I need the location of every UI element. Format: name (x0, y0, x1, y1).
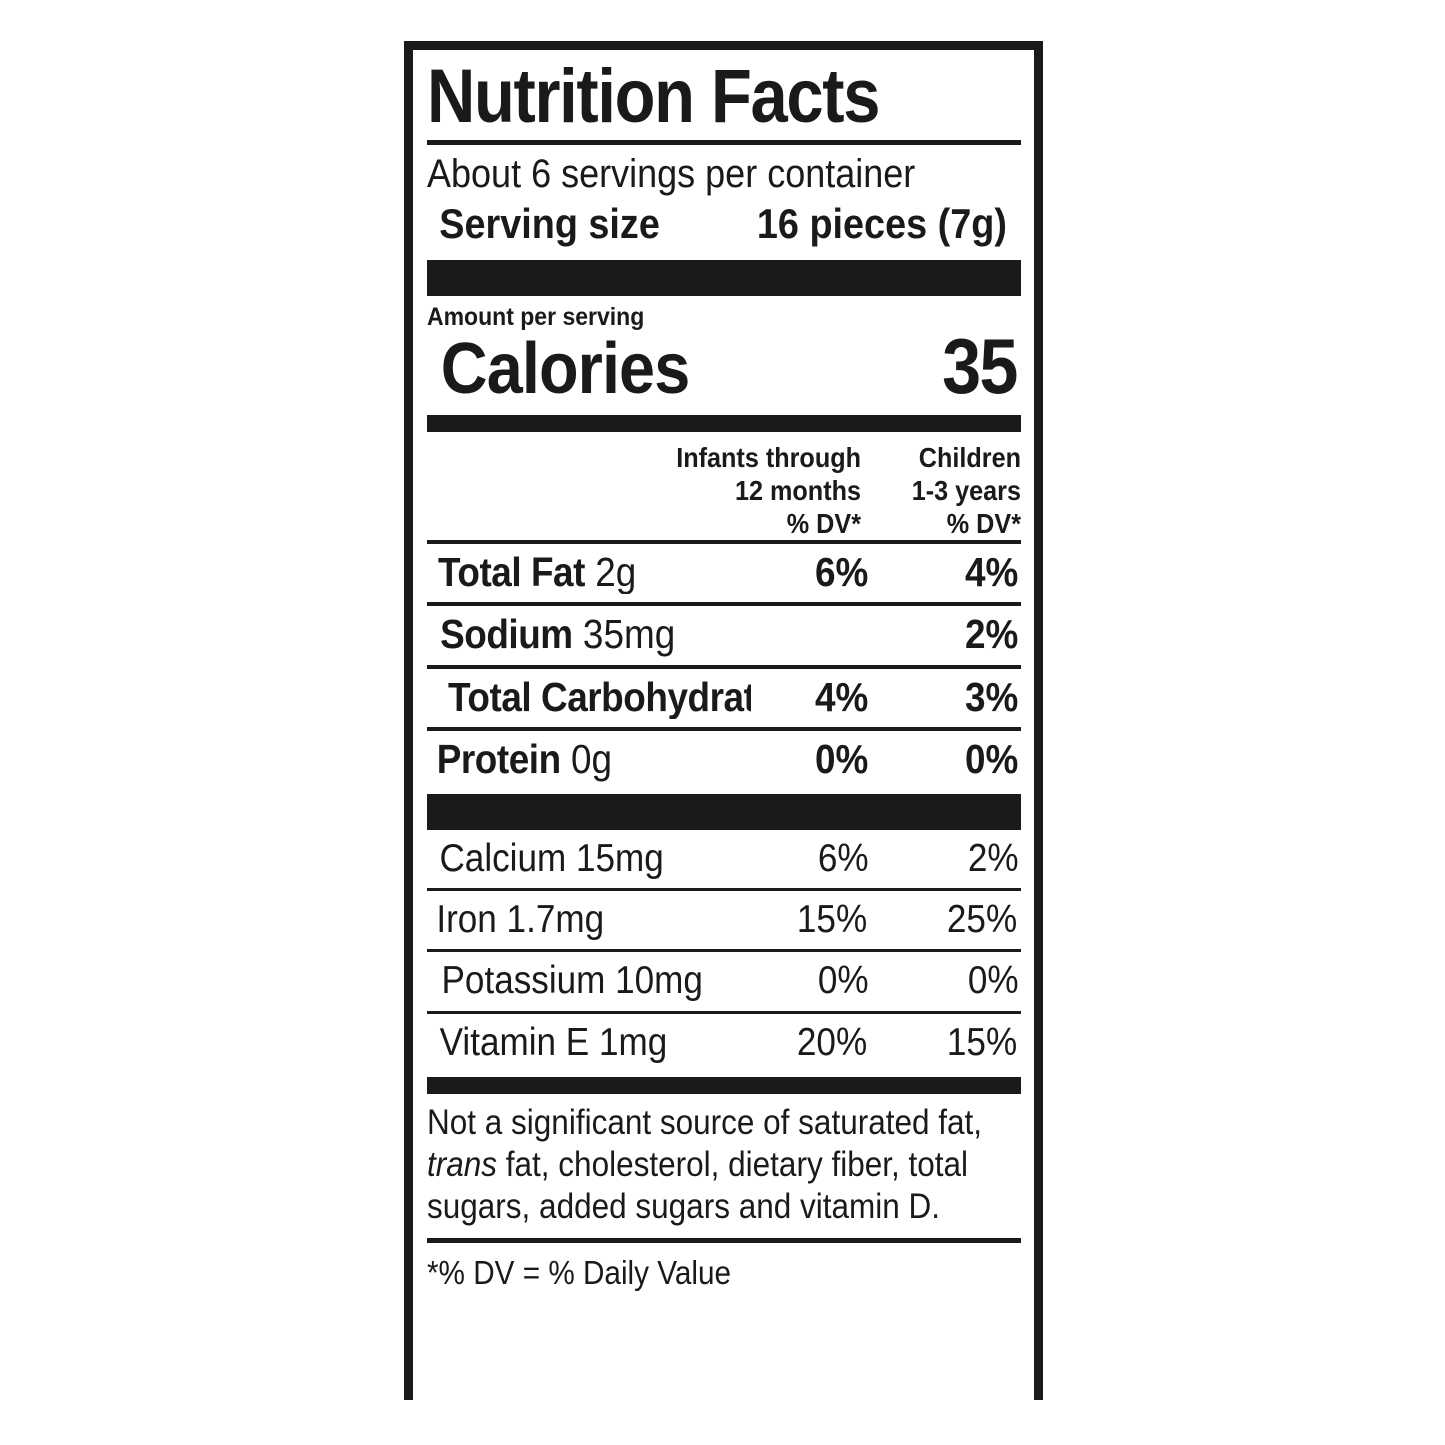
footnote-text: Not a significant source of saturated fa… (427, 1102, 1026, 1234)
calories-separator-bar (427, 414, 1021, 432)
micronutrient-divider (427, 887, 1021, 891)
nutrient-divider (427, 664, 1021, 669)
nutrient-infants-dv: 0% (814, 736, 869, 783)
micronutrient-name: Vitamin E 1mg (439, 1021, 668, 1063)
micronutrient-name: Iron 1.7mg (436, 898, 605, 941)
table-row: Total Fat 2g 6% 4% (427, 544, 1021, 602)
nutrient-divider (427, 539, 1021, 544)
nutrition-facts-label: Nutrition Facts About 6 servings per con… (404, 41, 1043, 1401)
micronutrient-separator-bar (427, 793, 1021, 830)
table-row: Iron 1.7mg 15% 25% (427, 891, 1021, 949)
micronutrient-section: Calcium 15mg 6% 2% Iron 1.7mg 15% 25% Po… (427, 830, 1021, 1072)
micronutrient-infants-dv: 20% (796, 1020, 868, 1064)
nutrient-name: Total Carbohydrate 4g (448, 675, 751, 720)
daily-value-note: *% DV = % Daily Value (427, 1253, 732, 1291)
micronutrient-children-dv: 0% (967, 959, 1019, 1003)
nutrient-children-dv: 2% (964, 611, 1019, 658)
label-inner: Nutrition Facts About 6 servings per con… (413, 54, 1034, 1401)
title-divider (427, 140, 1021, 146)
nutrient-divider (427, 602, 1021, 607)
serving-size-value: 16 pieces (7g) (757, 200, 1008, 248)
footnote-part1: Not a significant source of saturated fa… (427, 1102, 983, 1142)
nutrient-name: Sodium 35mg (440, 613, 676, 657)
header-separator-bar (427, 260, 1021, 297)
nutrient-children-dv: 4% (964, 548, 1019, 595)
main-nutrient-section: Total Fat 2g 6% 4% Sodium 35mg 2% Total … (427, 539, 1021, 790)
column-header-infants: Infants through 12 months % DV* (676, 441, 861, 539)
nutrient-infants-dv: 4% (814, 673, 869, 720)
servings-per-container: About 6 servings per container (427, 152, 916, 197)
micronutrient-infants-dv: 15% (796, 897, 868, 941)
serving-size-row: Serving size 16 pieces (7g) (427, 201, 1021, 247)
micronutrient-infants-dv: 0% (817, 959, 869, 1003)
table-row: Total Carbohydrate 4g 4% 3% (427, 669, 1021, 727)
footnote-separator-bar (427, 1076, 1021, 1094)
nutrient-name: Protein 0g (436, 738, 613, 782)
dv-note-divider (427, 1237, 1021, 1243)
micronutrient-divider (427, 949, 1021, 953)
micronutrient-children-dv: 15% (946, 1020, 1018, 1064)
calories-label: Calories (440, 328, 690, 409)
nutrient-children-dv: 0% (964, 736, 1019, 783)
nutrient-infants-dv (751, 613, 871, 656)
table-row: Sodium 35mg 2% (427, 606, 1021, 664)
calories-separator-wrap (427, 414, 1021, 432)
nutrient-infants-dv: 6% (814, 548, 869, 595)
nutrient-name: Total Fat 2g (438, 550, 637, 595)
micronutrient-children-dv: 25% (946, 897, 1018, 941)
table-row: Calcium 15mg 6% 2% (427, 830, 1021, 888)
micronutrient-name: Calcium 15mg (439, 837, 664, 879)
table-row: Potassium 10mg 0% 0% (427, 952, 1021, 1010)
amount-per-serving-label: Amount per serving (427, 303, 645, 332)
micronutrient-name: Potassium 10mg (441, 960, 703, 1002)
page-title: Nutrition Facts (427, 54, 880, 139)
column-headers: Infants through 12 months % DV* Children… (427, 441, 1021, 540)
footnote-part2: fat, cholesterol, dietary fiber, total s… (427, 1144, 969, 1226)
nutrient-divider (427, 727, 1021, 732)
column-header-children: Children 1-3 years % DV* (911, 441, 1021, 539)
table-row: Vitamin E 1mg 20% 15% (427, 1014, 1021, 1072)
calories-row: Calories 35 (427, 327, 1021, 405)
micronutrient-divider (427, 1010, 1021, 1014)
calories-value: 35 (942, 321, 1018, 410)
footnote-trans-italic: trans (427, 1144, 498, 1184)
micronutrient-children-dv: 2% (967, 836, 1019, 880)
serving-size-label: Serving size (439, 200, 660, 248)
nutrient-children-dv: 3% (964, 673, 1019, 720)
table-row: Protein 0g 0% 0% (427, 731, 1021, 789)
micronutrient-infants-dv: 6% (817, 836, 869, 880)
